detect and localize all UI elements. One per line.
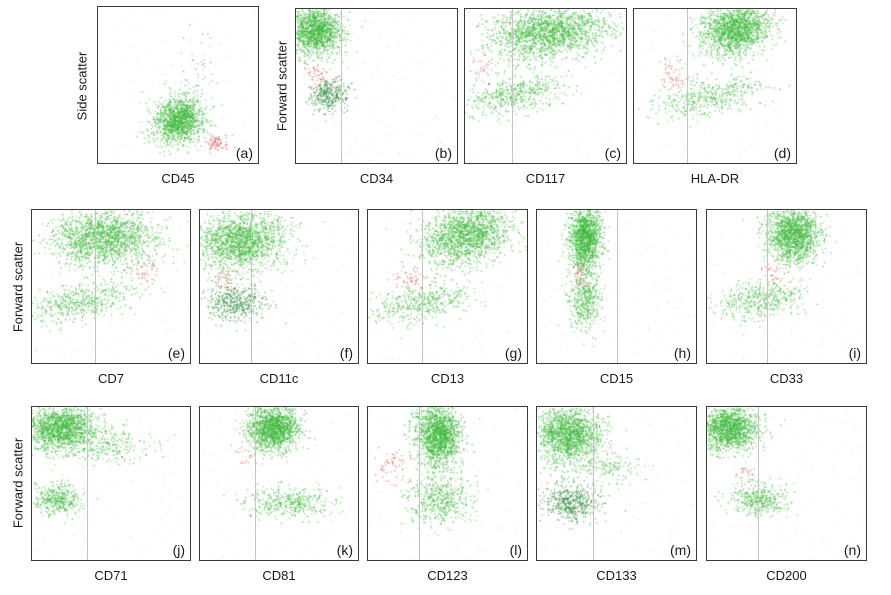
x-axis-label-n: CD200 (766, 568, 807, 583)
panel-label-n: (n) (843, 542, 861, 558)
y-axis-label-row2: Forward scatter (10, 241, 26, 333)
gate-line-h (616, 210, 618, 363)
panel-label-f: (f) (339, 345, 353, 361)
scatter-panel-n: (n) (706, 406, 867, 561)
gate-line-n (757, 407, 759, 560)
gate-line-e (95, 210, 97, 363)
scatter-panel-m: (m) (536, 406, 697, 561)
x-axis-label-h: CD15 (599, 371, 634, 386)
panel-label-g: (g) (504, 345, 522, 361)
panel-label-k: (k) (336, 542, 353, 558)
x-axis-label-a: CD45 (161, 171, 195, 186)
scatter-points-i (707, 210, 866, 363)
x-axis-label-f: CD11c (259, 371, 299, 386)
gate-line-c (511, 9, 513, 163)
panel-label-j: (j) (172, 542, 185, 558)
gate-line-k (255, 407, 257, 560)
scatter-panel-d: (d) (633, 8, 797, 164)
panel-label-l: (l) (509, 542, 522, 558)
x-axis-label-e: CD7 (97, 371, 124, 386)
x-axis-label-j: CD71 (94, 568, 128, 583)
scatter-panel-l: (l) (367, 406, 528, 561)
gate-line-m (592, 407, 594, 560)
gate-line-j (87, 407, 89, 560)
scatter-points-b (296, 9, 457, 163)
scatter-points-j (32, 407, 190, 560)
scatter-points-g (368, 210, 527, 363)
scatter-panel-c: (c) (464, 8, 627, 164)
scatter-panel-i: (i) (706, 209, 867, 364)
panel-label-b: (b) (434, 145, 452, 161)
gate-line-f (250, 210, 252, 363)
scatter-points-e (32, 210, 190, 363)
panel-label-c: (c) (604, 145, 621, 161)
scatter-points-c (465, 9, 626, 163)
scatter-points-m (537, 407, 696, 560)
scatter-points-f (200, 210, 358, 363)
scatter-panel-h: (h) (536, 209, 697, 364)
x-axis-label-c: CD117 (525, 171, 566, 186)
panel-label-h: (h) (673, 345, 691, 361)
scatter-points-l (368, 407, 527, 560)
panel-label-i: (i) (848, 345, 861, 361)
scatter-points-d (634, 9, 796, 163)
y-axis-label-row1-right: Forward scatter (274, 40, 290, 132)
panel-label-m: (m) (670, 542, 691, 558)
scatter-panel-b: (b) (295, 8, 458, 164)
scatter-points-n (707, 407, 866, 560)
x-axis-label-l: CD123 (427, 568, 468, 583)
scatter-panel-g: (g) (367, 209, 528, 364)
gate-line-i (767, 210, 769, 363)
y-axis-label-row1-left: Side scatter (74, 51, 90, 121)
panel-label-e: (e) (167, 345, 185, 361)
y-axis-label-row3: Forward scatter (10, 437, 26, 529)
gate-line-d (687, 9, 689, 163)
gate-line-b (341, 9, 343, 163)
x-axis-label-i: CD33 (769, 371, 804, 386)
scatter-panel-f: (f) (199, 209, 359, 364)
x-axis-label-k: CD81 (262, 568, 296, 583)
scatter-points-k (200, 407, 358, 560)
panel-label-a: (a) (235, 145, 253, 161)
x-axis-label-b: CD34 (359, 171, 394, 186)
gate-line-g (422, 210, 424, 363)
scatter-panel-a: (a) (97, 6, 259, 164)
x-axis-label-d: HLA-DR (690, 171, 740, 186)
scatter-panel-j: (j) (31, 406, 191, 561)
scatter-panel-e: (e) (31, 209, 191, 364)
scatter-panel-k: (k) (199, 406, 359, 561)
x-axis-label-g: CD13 (430, 371, 465, 386)
x-axis-label-m: CD133 (596, 568, 637, 583)
gate-line-l (418, 407, 420, 560)
scatter-points-a (98, 7, 258, 163)
panel-label-d: (d) (773, 145, 791, 161)
